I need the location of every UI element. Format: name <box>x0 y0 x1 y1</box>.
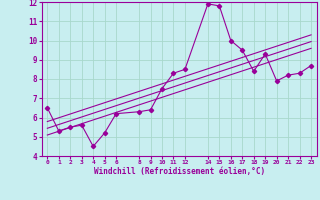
X-axis label: Windchill (Refroidissement éolien,°C): Windchill (Refroidissement éolien,°C) <box>94 167 265 176</box>
